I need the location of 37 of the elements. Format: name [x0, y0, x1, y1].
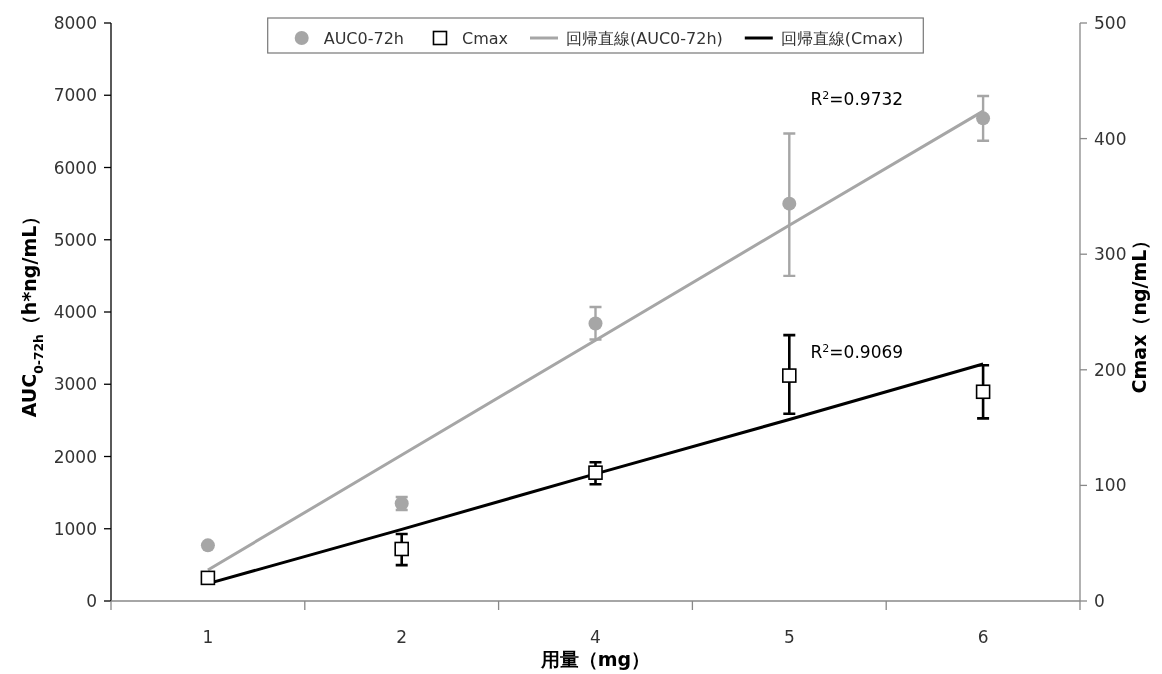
- y2-tick-label: 0: [1094, 591, 1105, 611]
- y-tick-label: 1000: [53, 518, 97, 539]
- y-tick-label: 8000: [53, 13, 97, 33]
- y-tick-label: 2000: [53, 446, 97, 467]
- y-tick-label: 5000: [53, 229, 97, 250]
- x-tick-label: 2: [396, 627, 408, 647]
- legend-label: 回帰直線(AUC0-72h): [566, 29, 723, 48]
- point: [782, 196, 797, 211]
- x-tick-label: 1: [202, 627, 214, 647]
- legend-label: Cmax: [461, 29, 509, 48]
- y2-tick-label: 500: [1094, 13, 1127, 33]
- point: [200, 570, 216, 586]
- x-axis-title: 用量（mg）: [539, 648, 651, 670]
- y2-tick-label: 200: [1094, 359, 1127, 380]
- legend-label: AUC0-72h: [323, 29, 404, 48]
- point: [394, 541, 409, 557]
- point: [588, 316, 603, 331]
- y2-tick-label: 300: [1094, 244, 1127, 265]
- x-tick-label: 5: [783, 627, 795, 647]
- x-tick-label: 6: [977, 627, 989, 647]
- annotation: R$^{2}$=0.9069: [810, 341, 904, 363]
- annotation: R$^{2}$=0.9732: [810, 88, 904, 110]
- x-tick-label: 4: [590, 627, 601, 647]
- y-tick-label: 7000: [53, 85, 97, 106]
- y2-tick-label: 400: [1094, 128, 1127, 149]
- point: [588, 465, 603, 480]
- point: [975, 384, 991, 400]
- point: [782, 368, 797, 383]
- y-tick-label: 4000: [53, 302, 97, 322]
- point: [200, 538, 215, 553]
- y2-axis-title: Cmax（ng/mL）: [1128, 230, 1150, 394]
- y-tick-label: 6000: [53, 157, 97, 178]
- legend-label: 回帰直線(Cmax): [780, 29, 904, 48]
- y-tick-label: 3000: [53, 374, 97, 395]
- y-tick-label: 0: [86, 591, 97, 611]
- point: [976, 111, 991, 126]
- y2-tick-label: 100: [1094, 475, 1127, 496]
